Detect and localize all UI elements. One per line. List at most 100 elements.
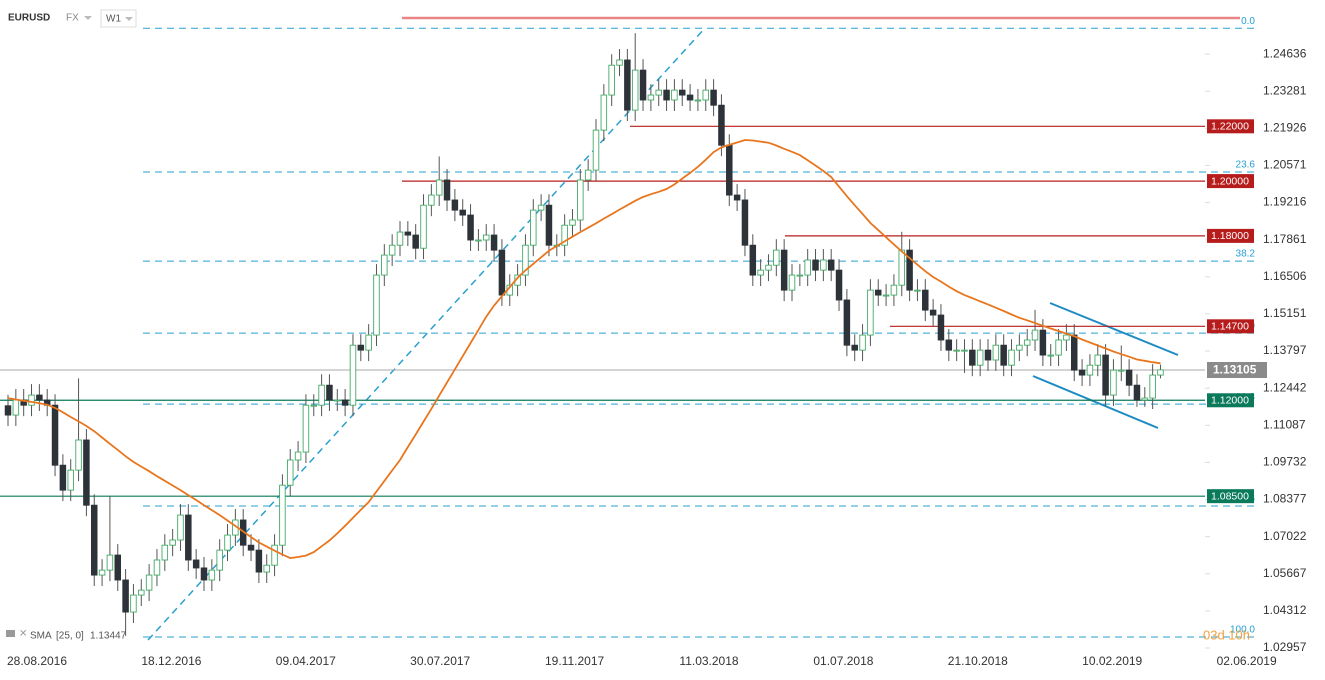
candle-body bbox=[67, 469, 74, 491]
sma-params: [25, 0] bbox=[56, 631, 84, 642]
candle-body bbox=[616, 59, 623, 66]
sma-name: SMA bbox=[30, 631, 52, 642]
candle-body bbox=[678, 89, 686, 96]
candle-body bbox=[216, 549, 223, 571]
level-label: 1.14700 bbox=[1211, 321, 1249, 333]
candle-body bbox=[51, 404, 59, 466]
candle-body bbox=[263, 564, 270, 573]
y-tick-label: 1.20571 bbox=[1263, 158, 1307, 172]
candle-body bbox=[428, 194, 435, 206]
candle-body bbox=[710, 89, 717, 106]
candle-body bbox=[388, 244, 396, 256]
candle-body bbox=[686, 94, 694, 101]
channel-line bbox=[1049, 302, 1179, 356]
candle-body bbox=[843, 299, 851, 346]
market[interactable]: FX bbox=[66, 13, 79, 24]
level-box bbox=[1207, 119, 1254, 134]
fib-label: 0.0 bbox=[1241, 16, 1255, 27]
interval[interactable]: W1 bbox=[106, 14, 121, 25]
candle-body bbox=[961, 349, 968, 352]
candle-body bbox=[647, 94, 655, 101]
candle-body bbox=[749, 244, 757, 276]
x-tick-label: 10.02.2019 bbox=[1082, 654, 1142, 668]
candle-body bbox=[373, 274, 380, 336]
candle-body bbox=[279, 484, 286, 546]
sma-line bbox=[7, 139, 1161, 560]
candle-body bbox=[584, 169, 592, 181]
candle-body bbox=[1000, 344, 1007, 366]
candle-body bbox=[537, 204, 545, 211]
candle-body bbox=[945, 339, 953, 351]
candle-body bbox=[130, 594, 137, 613]
candle-body bbox=[882, 294, 890, 297]
candle-body bbox=[83, 439, 90, 506]
level-box bbox=[1207, 393, 1254, 408]
candle-body bbox=[318, 384, 325, 406]
y-tick-label: 1.24636 bbox=[1263, 46, 1307, 60]
candle-body bbox=[733, 194, 741, 201]
candle-body bbox=[1086, 364, 1094, 376]
candle-body bbox=[294, 451, 302, 461]
candle-body bbox=[906, 249, 913, 291]
candle-body bbox=[12, 399, 20, 416]
candle-body bbox=[161, 544, 169, 561]
candle-body bbox=[286, 459, 294, 486]
candle-body bbox=[1055, 339, 1062, 356]
candle-body bbox=[569, 219, 576, 226]
y-tick-label: 1.19216 bbox=[1263, 195, 1307, 209]
candle-body bbox=[357, 344, 365, 351]
candle-body bbox=[914, 289, 921, 292]
dropdown-arrow[interactable] bbox=[84, 16, 92, 20]
candle-body bbox=[475, 239, 482, 242]
y-tick-label: 1.09732 bbox=[1263, 455, 1307, 469]
close-icon[interactable]: ✕ bbox=[19, 629, 27, 640]
level-label: 1.08500 bbox=[1211, 490, 1249, 502]
candle-body bbox=[404, 231, 412, 236]
candle-body bbox=[898, 249, 906, 286]
candle-body bbox=[106, 554, 114, 571]
channel-line bbox=[1032, 375, 1159, 429]
candle-body bbox=[1039, 329, 1047, 356]
candle-body bbox=[530, 209, 537, 246]
dropdown-arrow[interactable] bbox=[125, 17, 133, 21]
candle-body bbox=[561, 224, 568, 246]
countdown: 03d 10h bbox=[1203, 627, 1250, 642]
candle-body bbox=[631, 69, 639, 111]
candle-body bbox=[874, 289, 882, 296]
candles bbox=[4, 33, 1164, 636]
candle-body bbox=[490, 234, 498, 251]
candle-body bbox=[1070, 334, 1078, 371]
y-tick-label: 1.11087 bbox=[1263, 417, 1306, 431]
y-tick-label: 1.13797 bbox=[1263, 343, 1307, 357]
candle-body bbox=[412, 234, 419, 249]
candle-body bbox=[365, 334, 372, 351]
candle-body bbox=[741, 199, 749, 246]
candle-body bbox=[435, 179, 443, 196]
candle-body bbox=[185, 514, 192, 561]
candle-body bbox=[1157, 369, 1164, 376]
candle-body bbox=[984, 349, 992, 361]
candle-body bbox=[812, 259, 819, 271]
symbol: EURUSD bbox=[8, 13, 50, 24]
y-tick-label: 1.04312 bbox=[1263, 603, 1307, 617]
candle-body bbox=[1016, 344, 1023, 351]
candle-body bbox=[639, 69, 647, 101]
x-tick-label: 09.04.2017 bbox=[276, 654, 336, 668]
candle-body bbox=[208, 569, 216, 581]
candle-body bbox=[145, 574, 153, 591]
candle-body bbox=[334, 399, 341, 402]
interval-box[interactable] bbox=[100, 9, 137, 28]
candle-body bbox=[326, 384, 333, 401]
fib-label: 23.6 bbox=[1236, 160, 1256, 171]
indicator-icon[interactable] bbox=[6, 630, 15, 637]
candle-body bbox=[859, 334, 866, 351]
candle-body bbox=[1078, 369, 1086, 376]
candle-body bbox=[796, 274, 804, 277]
x-tick-label: 19.11.2017 bbox=[545, 654, 604, 668]
level-box bbox=[1207, 489, 1254, 504]
candle-body bbox=[1063, 334, 1070, 341]
x-tick-label: 21.10.2018 bbox=[948, 654, 1008, 668]
candle-body bbox=[1149, 374, 1156, 399]
candle-body bbox=[310, 404, 318, 407]
candle-body bbox=[867, 289, 874, 336]
